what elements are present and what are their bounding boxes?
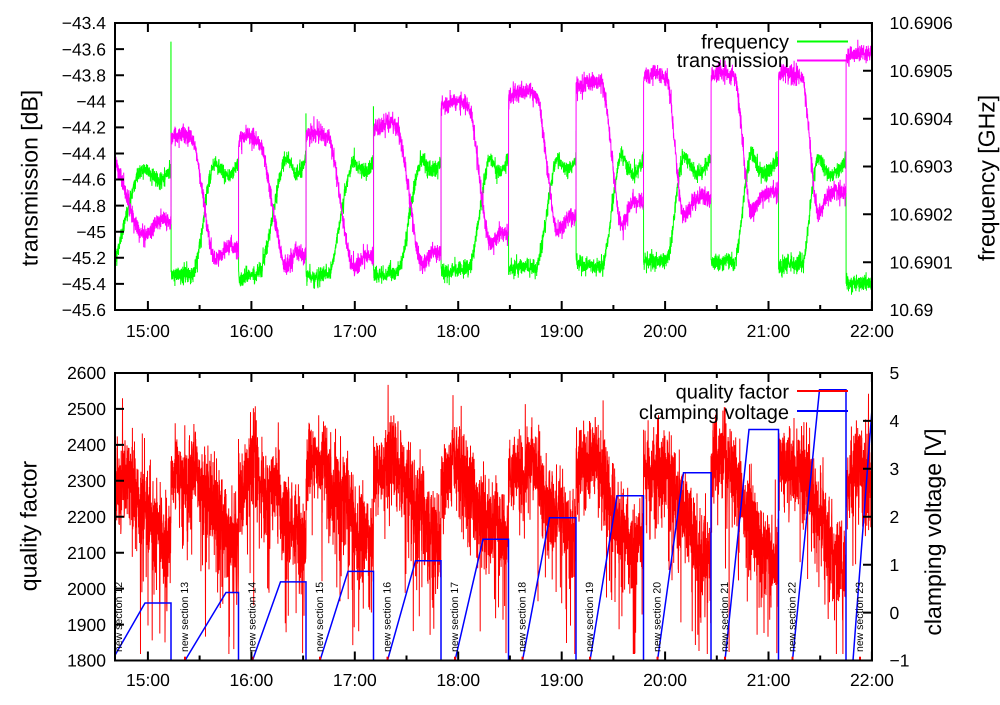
svg-text:frequency: frequency	[701, 31, 789, 53]
svg-text:new section 21: new section 21	[719, 582, 731, 652]
svg-text:18:00: 18:00	[436, 321, 480, 341]
svg-text:10.6901: 10.6901	[890, 252, 953, 272]
svg-text:10.69: 10.69	[890, 300, 934, 320]
svg-text:new section 12: new section 12	[113, 582, 125, 652]
svg-text:−45.2: −45.2	[62, 248, 106, 268]
svg-text:2200: 2200	[67, 507, 106, 527]
svg-text:−44.6: −44.6	[62, 170, 106, 190]
svg-text:clamping voltage: clamping voltage	[639, 402, 789, 424]
svg-text:10.6902: 10.6902	[890, 205, 953, 225]
svg-text:new section 14: new section 14	[247, 582, 259, 652]
svg-text:10.6904: 10.6904	[890, 109, 954, 129]
svg-text:2100: 2100	[67, 543, 106, 563]
svg-text:2400: 2400	[67, 435, 106, 455]
svg-text:19:00: 19:00	[540, 670, 584, 690]
svg-text:10.6906: 10.6906	[890, 13, 953, 33]
svg-text:new section 22: new section 22	[787, 582, 799, 652]
svg-text:1: 1	[890, 555, 900, 575]
svg-text:clamping voltage [V]: clamping voltage [V]	[920, 428, 946, 635]
svg-text:−44.4: −44.4	[62, 144, 107, 164]
svg-text:−44.2: −44.2	[62, 118, 106, 138]
svg-text:10.6905: 10.6905	[890, 61, 953, 81]
svg-text:2300: 2300	[67, 471, 106, 491]
svg-text:18:00: 18:00	[436, 670, 480, 690]
svg-text:21:00: 21:00	[747, 670, 791, 690]
svg-text:frequency [GHz]: frequency [GHz]	[974, 95, 1000, 261]
svg-text:10.6903: 10.6903	[890, 157, 953, 177]
svg-text:2: 2	[890, 507, 900, 527]
svg-text:20:00: 20:00	[643, 321, 687, 341]
svg-text:1800: 1800	[67, 651, 106, 671]
svg-text:new section 18: new section 18	[517, 582, 529, 652]
svg-text:15:00: 15:00	[126, 670, 170, 690]
svg-text:0: 0	[890, 603, 900, 623]
svg-text:−1: −1	[890, 651, 910, 671]
svg-text:21:00: 21:00	[747, 321, 791, 341]
svg-text:17:00: 17:00	[333, 321, 377, 341]
svg-text:22:00: 22:00	[850, 321, 894, 341]
svg-text:new section 23: new section 23	[854, 582, 866, 652]
svg-text:−45.6: −45.6	[62, 300, 106, 320]
svg-text:transmission: transmission	[677, 50, 789, 72]
svg-text:−43.4: −43.4	[62, 13, 107, 33]
svg-text:16:00: 16:00	[229, 321, 273, 341]
svg-text:−43.8: −43.8	[62, 65, 106, 85]
svg-text:20:00: 20:00	[643, 670, 687, 690]
svg-text:4: 4	[890, 411, 900, 431]
svg-text:−43.6: −43.6	[62, 39, 106, 59]
svg-text:16:00: 16:00	[229, 670, 273, 690]
svg-text:new section 16: new section 16	[382, 582, 394, 652]
svg-text:22:00: 22:00	[850, 670, 894, 690]
svg-text:5: 5	[890, 363, 900, 383]
svg-text:19:00: 19:00	[540, 321, 584, 341]
svg-text:17:00: 17:00	[333, 670, 377, 690]
svg-text:1900: 1900	[67, 615, 106, 635]
svg-text:2600: 2600	[67, 363, 106, 383]
svg-text:2500: 2500	[67, 399, 106, 419]
svg-text:−44: −44	[76, 91, 106, 111]
svg-text:new section 20: new section 20	[652, 582, 664, 652]
svg-text:new section 19: new section 19	[584, 582, 596, 652]
svg-text:3: 3	[890, 459, 900, 479]
svg-text:quality factor: quality factor	[16, 460, 42, 591]
svg-text:−44.8: −44.8	[62, 196, 106, 216]
svg-text:2000: 2000	[67, 579, 106, 599]
svg-text:−45.4: −45.4	[62, 274, 107, 294]
svg-text:−45: −45	[76, 222, 106, 242]
svg-text:new section 15: new section 15	[314, 582, 326, 652]
svg-text:15:00: 15:00	[126, 321, 170, 341]
svg-text:new section 17: new section 17	[449, 582, 461, 652]
svg-text:new section 13: new section 13	[179, 582, 191, 652]
svg-text:quality factor: quality factor	[676, 382, 790, 404]
svg-text:transmission [dB]: transmission [dB]	[17, 90, 43, 266]
